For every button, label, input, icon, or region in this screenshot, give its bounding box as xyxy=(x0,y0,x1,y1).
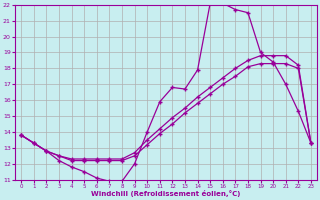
X-axis label: Windchill (Refroidissement éolien,°C): Windchill (Refroidissement éolien,°C) xyxy=(92,190,241,197)
